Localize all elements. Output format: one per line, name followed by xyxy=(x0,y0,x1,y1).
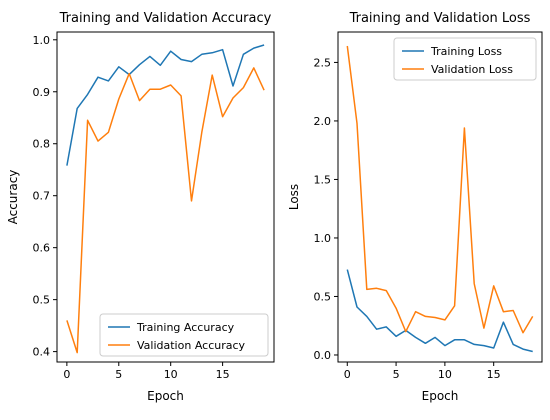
y-tick-label: 1.0 xyxy=(314,232,332,245)
x-tick-label: 5 xyxy=(115,368,122,381)
series-line-1 xyxy=(346,45,534,334)
plot-frame xyxy=(337,31,543,363)
legend-label-1: Validation Loss xyxy=(431,63,513,76)
x-tick-label: 15 xyxy=(216,368,230,381)
chart-title: Training and Validation Accuracy xyxy=(59,11,272,26)
y-axis-label: Loss xyxy=(287,184,301,210)
x-tick-label: 15 xyxy=(487,368,501,381)
series-line-1 xyxy=(66,67,265,354)
y-tick-label: 0.0 xyxy=(314,349,332,362)
legend-label-0: Training Accuracy xyxy=(136,321,235,334)
accuracy-chart: Training and Validation Accuracy 0 5 10 15 0.… xyxy=(6,11,275,403)
y-tick-label: 2.0 xyxy=(314,115,332,128)
x-tick-label: 5 xyxy=(393,368,400,381)
x-tick-label: 0 xyxy=(344,368,351,381)
y-tick-label: 1.5 xyxy=(314,173,332,186)
x-tick-label: 10 xyxy=(438,368,452,381)
series-line-0 xyxy=(346,269,533,353)
legend-label-1: Validation Accuracy xyxy=(137,339,246,352)
legend-label-0: Training Loss xyxy=(430,45,502,58)
y-tick-label: 1.0 xyxy=(33,34,51,47)
y-tick-label: 0.8 xyxy=(33,138,51,151)
x-tick-label: 10 xyxy=(164,368,178,381)
chart-title: Training and Validation Loss xyxy=(349,11,531,26)
loss-chart: Training and Validation Loss 0 5 10 15 0.0 0.5… xyxy=(287,11,543,403)
y-tick-label: 0.5 xyxy=(314,290,332,303)
y-tick-label: 0.5 xyxy=(33,294,51,307)
y-tick-label: 0.6 xyxy=(33,242,51,255)
series-line-0 xyxy=(66,44,265,166)
x-axis-label: Epoch xyxy=(422,389,459,403)
y-tick-label: 2.5 xyxy=(314,56,332,69)
x-tick-label: 0 xyxy=(63,368,70,381)
legend-box xyxy=(393,37,537,81)
legend-box xyxy=(99,313,269,357)
y-tick-label: 0.9 xyxy=(33,86,51,99)
y-tick-label: 0.4 xyxy=(33,346,51,359)
y-axis-label: Accuracy xyxy=(6,170,20,225)
y-tick-label: 0.7 xyxy=(33,190,51,203)
plot-frame xyxy=(56,31,275,363)
x-axis-label: Epoch xyxy=(147,389,184,403)
